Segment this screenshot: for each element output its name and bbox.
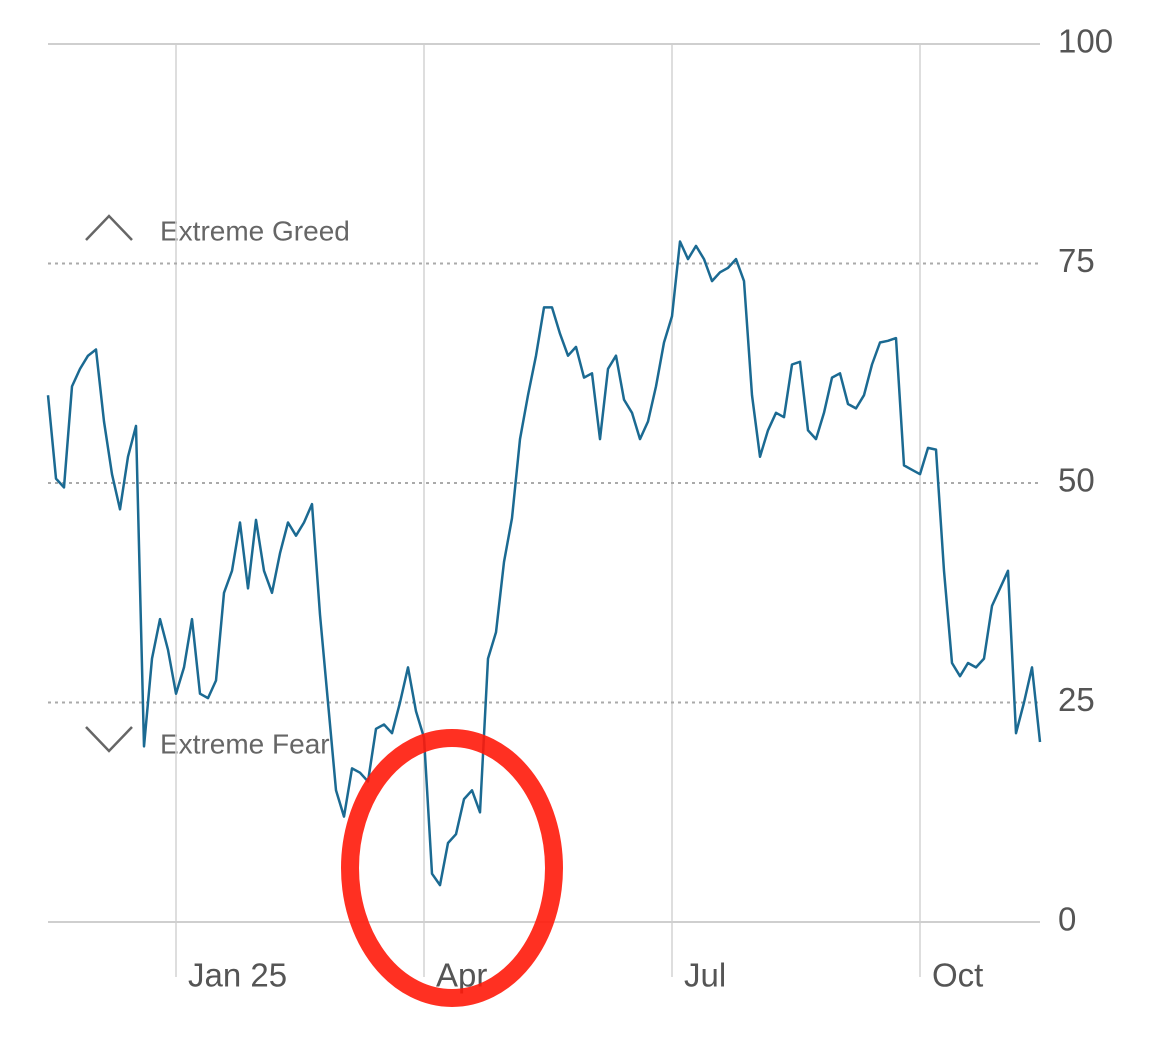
y-tick-label: 50	[1058, 462, 1095, 499]
fear-chevron	[85, 726, 133, 753]
data-line	[46, 240, 1042, 887]
y-tick-label: 25	[1058, 681, 1095, 718]
x-tick-label: Jan 25	[188, 957, 287, 994]
y-tick-label: 0	[1058, 901, 1076, 938]
y-tick-label: 100	[1058, 23, 1113, 60]
x-tick-label: Oct	[932, 957, 983, 994]
annotation: Extreme Fear	[160, 728, 330, 759]
y-tick-label: 75	[1058, 242, 1095, 279]
greed-chevron	[85, 214, 133, 241]
x-tick-label: Jul	[684, 957, 726, 994]
annotation: Extreme Greed	[160, 215, 350, 246]
highlight-circle	[341, 729, 563, 1007]
